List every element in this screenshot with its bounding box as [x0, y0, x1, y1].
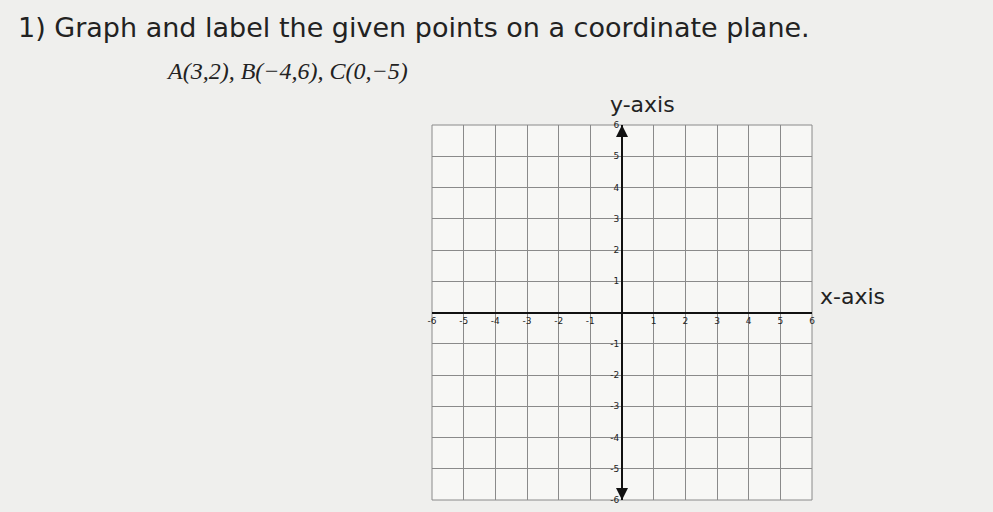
- svg-text:-1: -1: [610, 339, 619, 349]
- svg-text:-3: -3: [523, 316, 532, 326]
- svg-text:-2: -2: [610, 370, 619, 380]
- svg-text:1: 1: [613, 276, 619, 286]
- svg-text:5: 5: [613, 151, 619, 161]
- svg-text:-3: -3: [610, 401, 619, 411]
- svg-text:-6: -6: [610, 495, 619, 505]
- svg-text:3: 3: [613, 214, 619, 224]
- svg-text:-5: -5: [459, 316, 468, 326]
- svg-text:2: 2: [613, 245, 619, 255]
- svg-text:3: 3: [714, 316, 720, 326]
- svg-text:-6: -6: [428, 316, 437, 326]
- svg-text:6: 6: [809, 316, 815, 326]
- svg-text:-5: -5: [610, 464, 619, 474]
- html-text:A(3,2), B(−4,6), C(0,−5): A(3,2), B(−4,6), C(0,−5): [168, 58, 408, 84]
- svg-text:2: 2: [682, 316, 688, 326]
- svg-text:4: 4: [746, 316, 752, 326]
- svg-text:5: 5: [777, 316, 783, 326]
- svg-text:-4: -4: [610, 433, 619, 443]
- html-text:1) Graph and label the given p: 1) Graph and label the given points on a…: [18, 12, 810, 43]
- svg-text:-1: -1: [586, 316, 595, 326]
- svg-text:-4: -4: [491, 316, 500, 326]
- svg-text:4: 4: [613, 183, 619, 193]
- svg-text:-2: -2: [554, 316, 563, 326]
- svg-text:y-axis: y-axis: [610, 92, 675, 117]
- svg-text:x-axis: x-axis: [820, 284, 885, 309]
- svg-text:6: 6: [613, 120, 619, 130]
- svg-text:1: 1: [651, 316, 657, 326]
